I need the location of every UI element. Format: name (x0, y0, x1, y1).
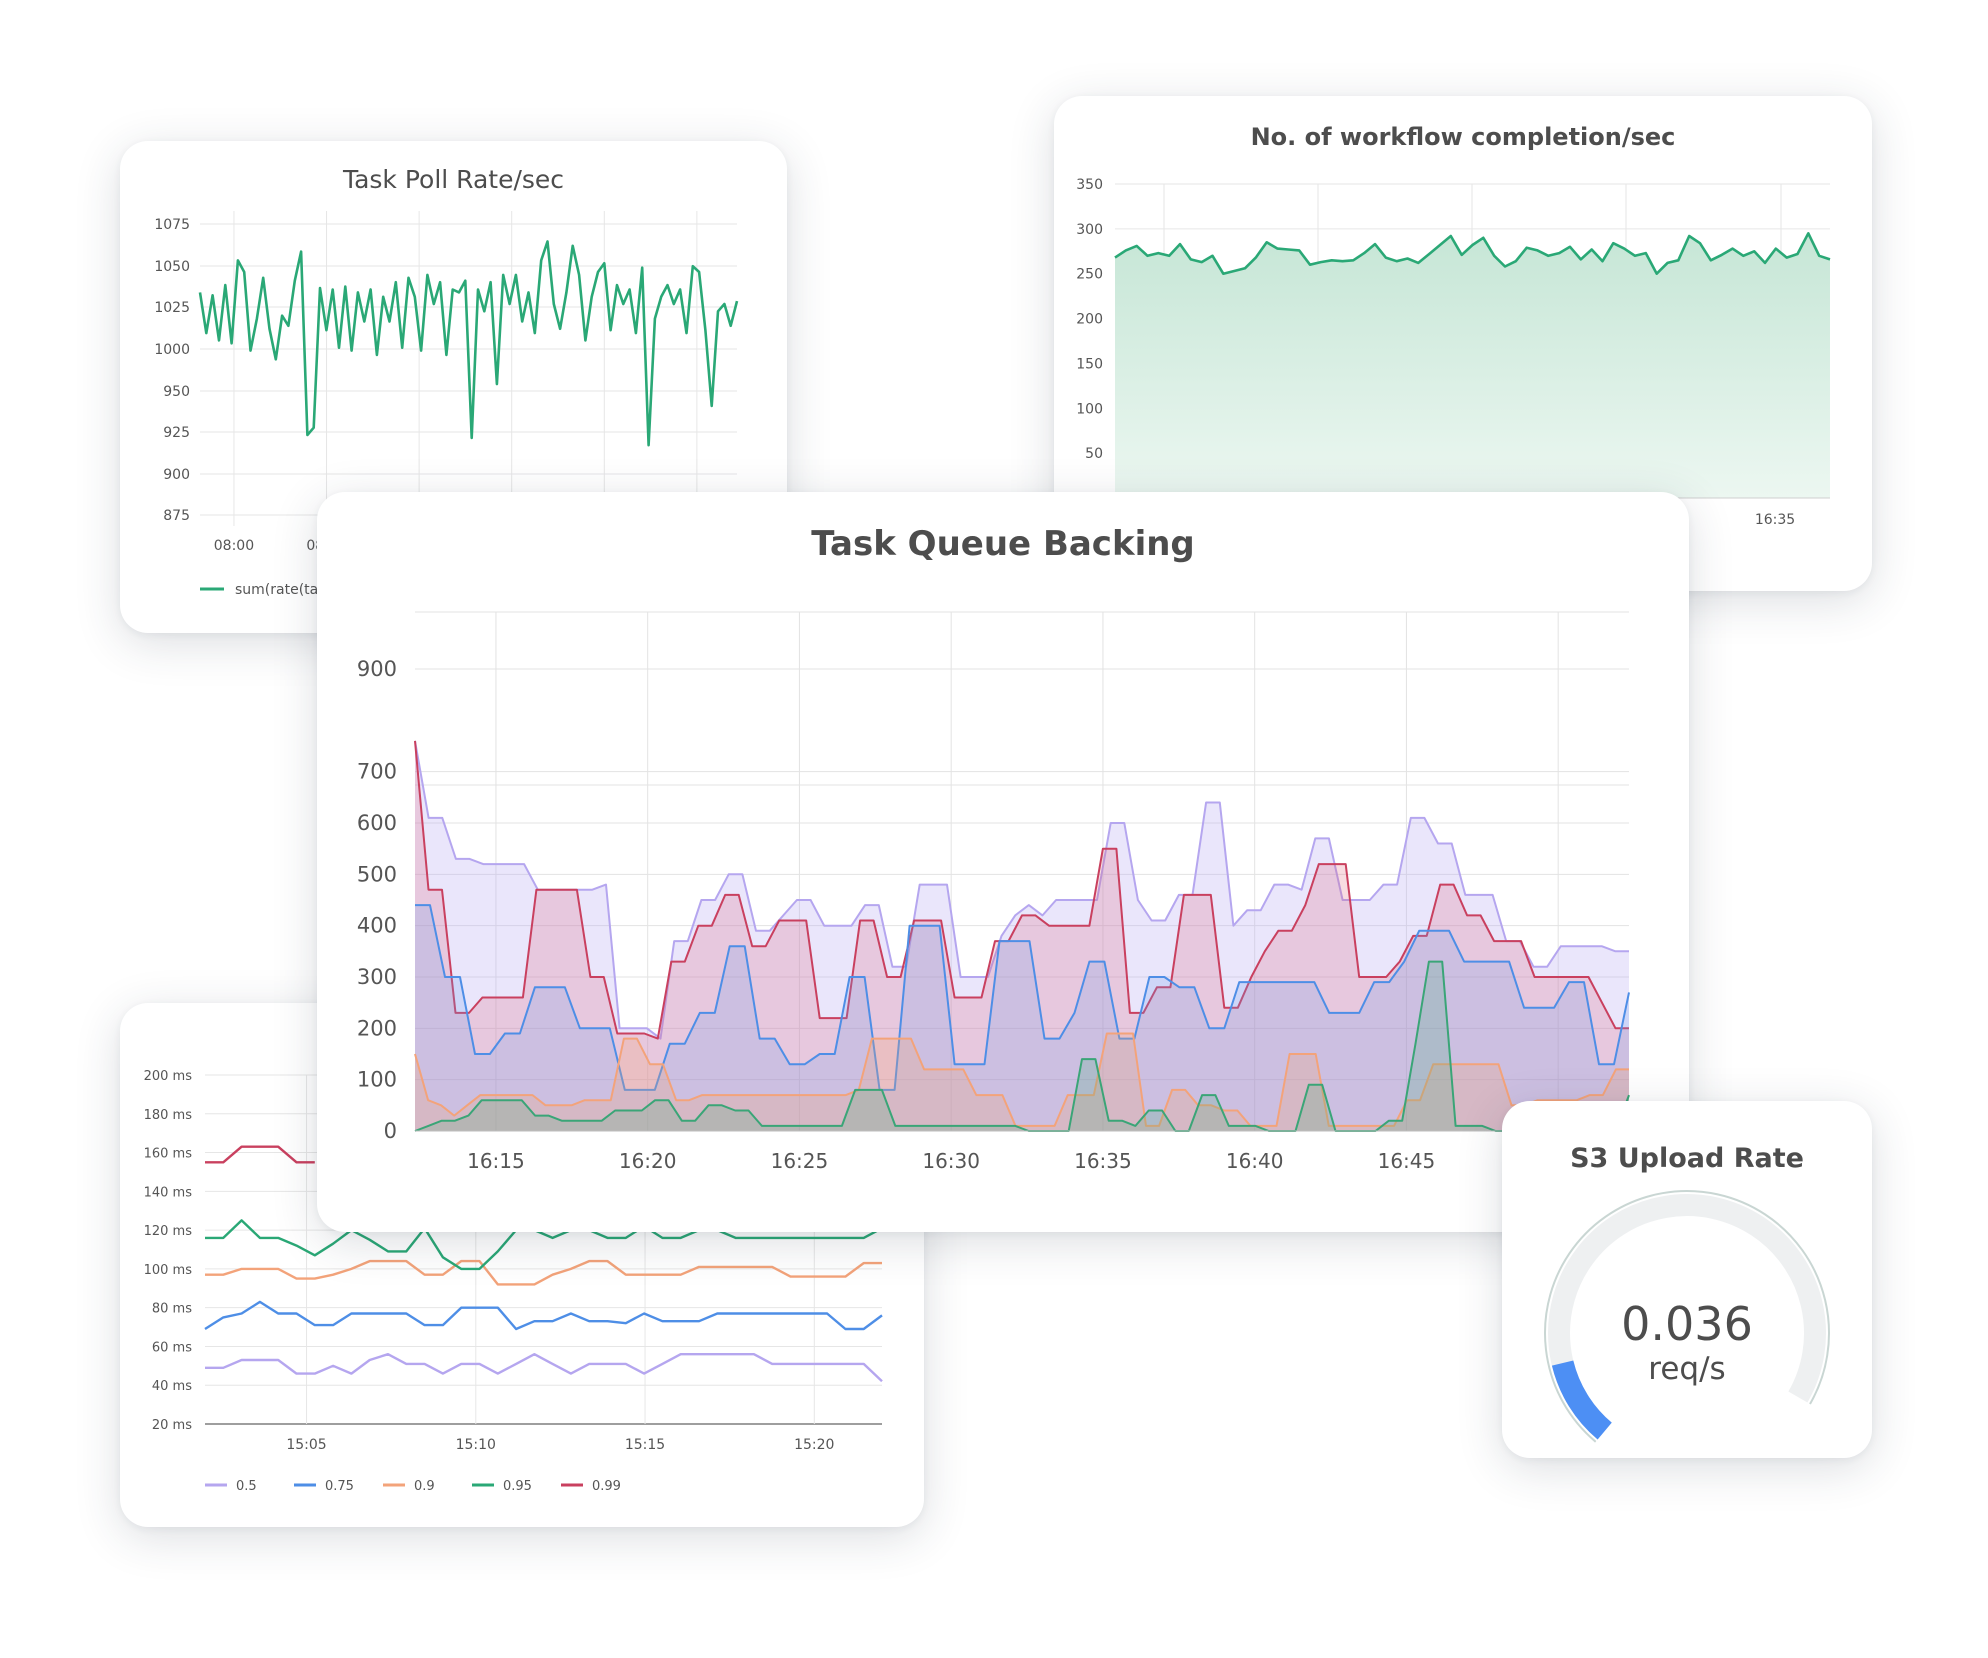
y-tick-label: 250 (1076, 267, 1103, 283)
y-tick-label: 1025 (154, 300, 190, 316)
series-line (205, 1353, 883, 1383)
y-tick-label: 600 (357, 811, 397, 835)
x-tick-label: 16:45 (1378, 1149, 1436, 1173)
y-tick-label: 200 (1076, 312, 1103, 328)
x-tick-label: 15:10 (456, 1437, 496, 1453)
y-tick-label: 400 (357, 914, 397, 938)
gauge-outer-ring (1544, 1190, 1830, 1443)
legend-label: 0.5 (236, 1479, 257, 1494)
y-tick-label: 50 (1085, 446, 1103, 462)
series-area (415, 905, 1629, 1131)
y-tick-label: 300 (357, 965, 397, 989)
x-tick-label: 16:20 (619, 1149, 677, 1173)
task-poll-rate-title: Task Poll Rate/sec (342, 165, 565, 194)
gauge-value: 0.036 (1621, 1297, 1753, 1351)
series-line (414, 960, 1630, 1132)
x-tick-label: 16:35 (1074, 1149, 1132, 1173)
series-line (415, 904, 1630, 1091)
gauge-fill (1551, 1360, 1613, 1440)
x-tick-label: 15:05 (286, 1437, 326, 1453)
y-tick-label: 950 (163, 384, 190, 400)
task-queue-backing-panel: Task Queue Backing 900 700 600 500 400 300 200… (317, 492, 1689, 1232)
gauge-unit: req/s (1648, 1351, 1726, 1387)
legend-label: 0.99 (592, 1479, 621, 1494)
x-tick-label: 16:15 (467, 1149, 525, 1173)
x-tick-label: 16:30 (922, 1149, 980, 1173)
y-tick-label: 700 (357, 760, 397, 784)
legend-label: 0.75 (325, 1479, 354, 1494)
series-line (205, 1145, 315, 1164)
legend-label: 0.9 (414, 1479, 435, 1494)
x-tick-label: 15:15 (625, 1437, 665, 1453)
y-tick-label: 20 ms (152, 1418, 192, 1433)
x-tick-label: 16:35 (1755, 512, 1795, 528)
x-tick-label: 16:25 (771, 1149, 829, 1173)
task-queue-backing-chart: 900 700 600 500 400 300 200 100 0 16:15 16:20 16:25… (357, 611, 1630, 1173)
y-tick-label: 150 (1076, 356, 1103, 372)
series-line (414, 740, 1629, 1040)
x-tick-label: 08:00 (214, 538, 254, 554)
series-area (415, 1033, 1629, 1131)
gauge-track (1548, 1194, 1826, 1440)
y-tick-label: 100 ms (144, 1263, 193, 1278)
series-area (415, 740, 1629, 1131)
y-tick-label: 350 (1076, 177, 1103, 193)
series-line (204, 1300, 883, 1331)
series-line (205, 1219, 883, 1271)
y-tick-label: 1075 (154, 217, 190, 233)
y-tick-label: 40 ms (152, 1379, 192, 1394)
y-tick-label: 60 ms (152, 1340, 192, 1355)
x-tick-label: 16:40 (1226, 1149, 1284, 1173)
series-line (205, 1259, 882, 1286)
y-tick-label: 875 (163, 508, 190, 524)
series-area (1115, 233, 1830, 499)
latency-percentiles-chart: 200 ms 180 ms 160 ms 140 ms 120 ms 100 ms 80 m… (144, 1069, 883, 1494)
y-tick-label: 300 (1076, 222, 1103, 238)
series-line (198, 240, 739, 447)
series-line (414, 740, 1629, 1040)
y-tick-label: 0 (384, 1119, 397, 1143)
y-tick-label: 200 (357, 1016, 397, 1040)
y-tick-label: 1050 (154, 259, 190, 275)
y-tick-label: 900 (163, 467, 190, 483)
y-tick-label: 80 ms (152, 1302, 192, 1317)
y-tick-label: 100 (1076, 401, 1103, 417)
x-tick-label: 15:20 (794, 1437, 834, 1453)
y-tick-label: 140 ms (144, 1185, 193, 1200)
task-queue-backing-title: Task Queue Backing (811, 524, 1195, 564)
s3-upload-rate-title: S3 Upload Rate (1570, 1143, 1804, 1174)
y-tick-label: 180 ms (144, 1108, 193, 1123)
y-tick-label: 500 (357, 862, 397, 886)
y-tick-label: 200 ms (144, 1069, 193, 1084)
y-tick-label: 900 (357, 657, 397, 681)
workflow-completion-title: No. of workflow completion/sec (1250, 123, 1676, 151)
y-tick-label: 1000 (154, 342, 190, 358)
legend-label: 0.95 (503, 1479, 532, 1494)
workflow-completion-chart: 350 300 250 200 150 100 50 16:35 (1076, 177, 1831, 528)
y-tick-label: 925 (163, 425, 190, 441)
y-tick-label: 120 ms (144, 1224, 193, 1239)
s3-upload-rate-panel: S3 Upload Rate 0.036 req/s (1502, 1101, 1872, 1458)
s3-upload-rate-gauge (1544, 1190, 1830, 1443)
series-line (1114, 232, 1831, 275)
y-tick-label: 160 ms (144, 1147, 193, 1162)
series-line (414, 1032, 1629, 1127)
y-tick-label: 100 (357, 1068, 397, 1092)
